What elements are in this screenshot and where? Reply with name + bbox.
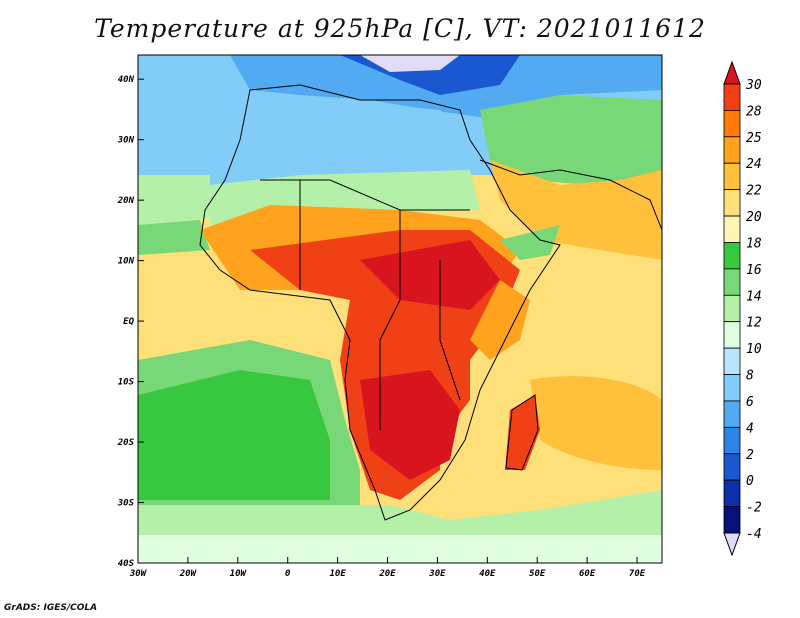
colorbar-label: 25 (746, 131, 762, 146)
lon-tick-label: 20E (378, 569, 396, 579)
lon-tick-label: 20W (179, 569, 198, 579)
lat-tick-label: 40S (118, 559, 135, 569)
colorbar-swatch (723, 294, 741, 323)
southern-coldest-band (138, 535, 662, 563)
colorbar-label: 22 (746, 184, 762, 199)
colorbar-label: 30 (745, 78, 762, 93)
colorbar-swatch (723, 374, 741, 402)
lon-tick-label: 60E (579, 569, 596, 579)
colorbar-label: 24 (746, 157, 762, 172)
colorbar-swatch (723, 400, 741, 428)
lon-tick-label: 40E (479, 569, 496, 579)
central-africa-hottest (360, 240, 500, 310)
lon-tick-label: 10E (329, 569, 346, 579)
lon-tick-label: 70E (629, 569, 646, 579)
colorbar-label: 2 (746, 448, 754, 463)
madagascar (505, 395, 540, 470)
lon-tick-label: 30E (428, 569, 446, 579)
colorbar-label: 18 (746, 236, 762, 251)
arabia-coast (479, 159, 663, 231)
indian-ocean-warm (530, 376, 662, 470)
southern-africa-hottest (360, 370, 460, 480)
lon-tick-label: 50E (529, 569, 546, 579)
colorbar-label: 14 (746, 289, 762, 304)
inner-border-4 (439, 260, 461, 401)
lon-tick-label: 10W (230, 569, 248, 579)
colorbar-label: 10 (746, 342, 762, 357)
colorbar-swatch (723, 268, 741, 296)
colorbar-bottom-arrow (723, 532, 741, 557)
colorbar-label: 6 (746, 395, 754, 410)
colorbar-swatch (723, 506, 741, 534)
latitude-ticks: 40N 30N 20N 10N EQ 10S 20S 30S 40S (117, 75, 144, 569)
inner-border-3 (379, 210, 401, 430)
map-title: Temperature at 925hPa [C], VT: 202101161… (94, 14, 706, 43)
colorbar-swatch (723, 189, 741, 217)
credit-text: GrADS: IGES/COLA (4, 603, 98, 613)
lat-tick-label: 20N (117, 196, 135, 206)
colorbar-swatch (723, 110, 741, 138)
lat-tick-label: 10S (118, 378, 135, 388)
mediterranean-pale (360, 55, 460, 72)
colorbar-label: 16 (746, 263, 762, 278)
africa-coastline (199, 84, 561, 521)
colorbar-label: 12 (746, 316, 762, 331)
colorbar-swatch (723, 426, 741, 455)
atlantic-green-band (138, 220, 210, 255)
lat-tick-label: EQ (123, 317, 134, 327)
colorbar-top-arrow (723, 60, 741, 85)
colorbar-swatch (723, 136, 741, 164)
country-borders (199, 84, 663, 521)
east-africa-warm (470, 280, 530, 360)
colorbar-label: 8 (746, 369, 754, 384)
south-atlantic-green (138, 370, 330, 500)
colorbar-swatch (723, 321, 741, 349)
lat-tick-label: 30S (117, 499, 135, 509)
lat-tick-label: 10N (118, 257, 135, 267)
colorbar-label: 20 (746, 210, 762, 225)
colorbar-swatch (723, 83, 741, 111)
colorbar-label: 28 (746, 104, 762, 119)
colorbar-label: 4 (746, 421, 754, 436)
colorbar-swatch (723, 215, 741, 243)
madagascar-coast (505, 394, 539, 471)
colorbar-swatch (723, 453, 741, 481)
plot-frame (137, 54, 663, 564)
colorbar-label: 0 (746, 474, 754, 489)
colorbar-swatch (723, 347, 741, 375)
lon-tick-label: 0 (285, 569, 291, 579)
horn-of-africa-green (500, 225, 560, 260)
colorbar-swatch (723, 162, 741, 191)
colorbar-label: -4 (746, 527, 762, 542)
lat-tick-label: 40N (118, 75, 135, 85)
lon-tick-label: 30W (129, 569, 148, 579)
longitude-ticks: 30W 20W 10W 0 10E 20E 30E 40E 50E 60E 70E (129, 557, 646, 579)
inner-border-1 (260, 179, 470, 211)
lat-tick-label: 30N (117, 136, 135, 146)
colorbar-label: -2 (746, 501, 762, 516)
colorbar-swatch (723, 479, 741, 507)
colorbar-swatch (723, 242, 741, 270)
lat-tick-label: 20S (117, 438, 135, 448)
